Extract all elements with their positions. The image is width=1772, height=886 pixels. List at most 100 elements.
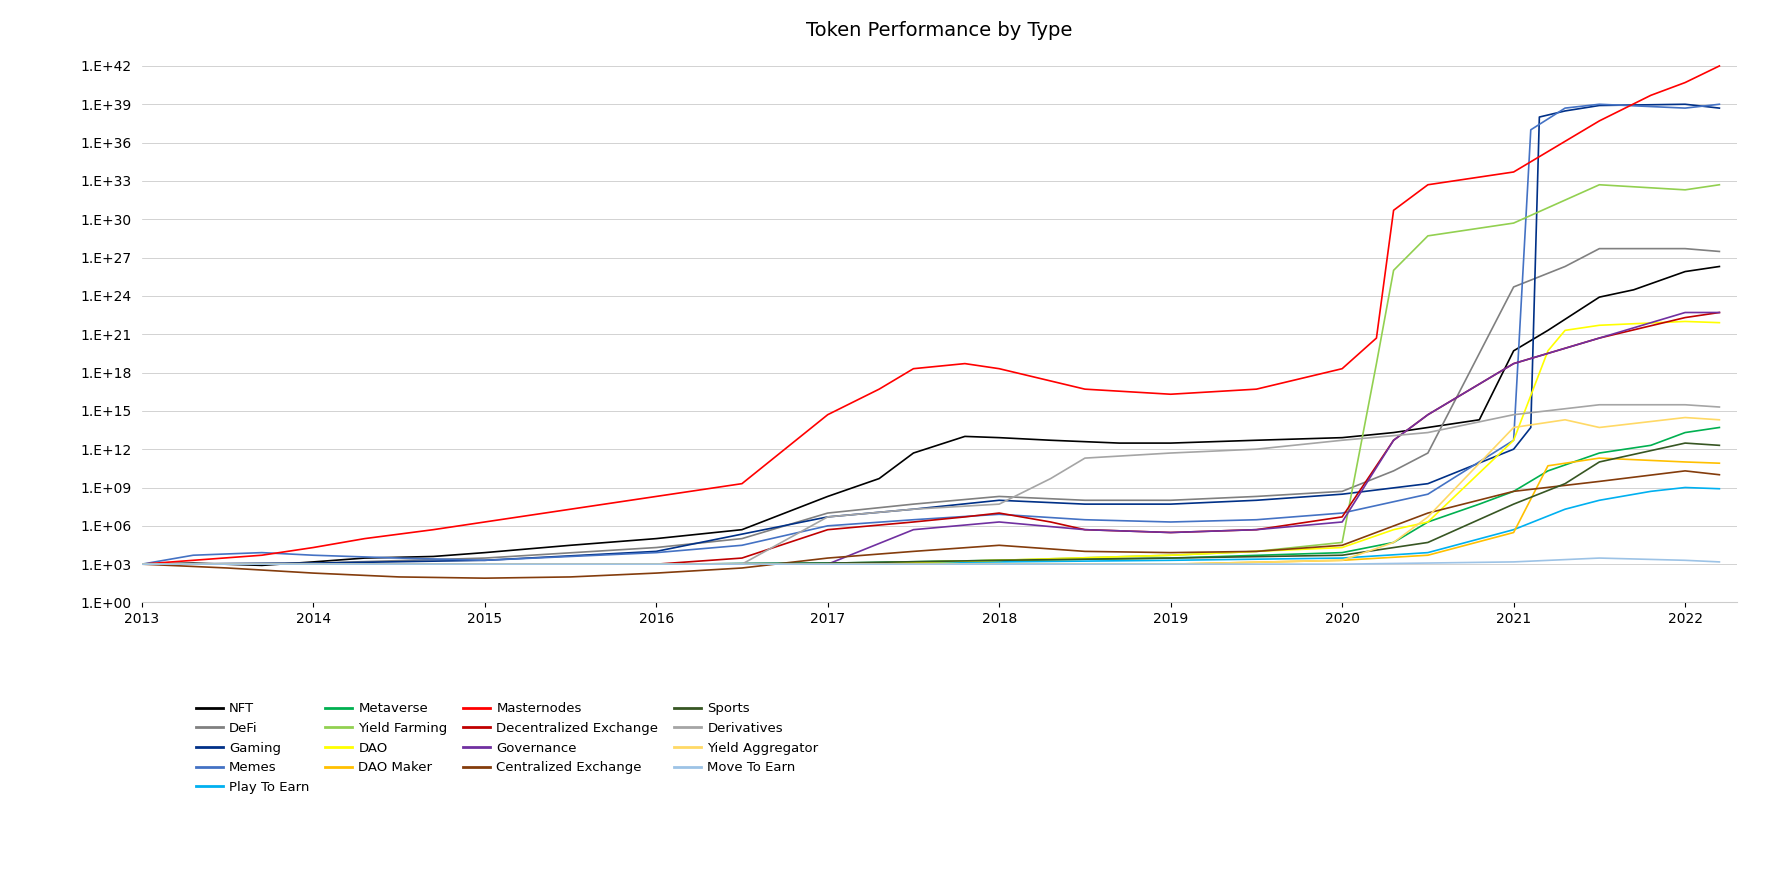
Memes	[1246, 515, 1267, 525]
Move To Earn	[1331, 559, 1352, 570]
NFT	[1382, 427, 1403, 438]
Memes	[1589, 99, 1611, 110]
Gaming	[1246, 495, 1267, 506]
NFT	[817, 491, 838, 501]
Memes	[732, 540, 753, 550]
Yield Aggregator	[1382, 537, 1403, 548]
Centralized Exchange	[131, 559, 152, 570]
Masternodes	[131, 559, 152, 570]
Gaming	[1418, 478, 1439, 489]
Metaverse	[1589, 447, 1611, 458]
Decentralized Exchange	[1589, 333, 1611, 344]
Sports	[817, 558, 838, 569]
NFT	[868, 473, 890, 484]
NFT	[1469, 415, 1490, 425]
Memes	[252, 548, 273, 558]
NFT	[183, 558, 204, 569]
Decentralized Exchange	[989, 508, 1010, 518]
Centralized Exchange	[475, 573, 496, 584]
Centralized Exchange	[1246, 546, 1267, 556]
Governance	[1331, 517, 1352, 527]
Metaverse	[1382, 537, 1403, 548]
DAO Maker	[1538, 461, 1559, 471]
Gaming	[1520, 422, 1542, 432]
NFT	[1246, 435, 1267, 446]
Yield Farming	[1246, 546, 1267, 556]
Memes	[1503, 435, 1524, 446]
Metaverse	[1331, 548, 1352, 558]
Metaverse	[1708, 422, 1729, 432]
Decentralized Exchange	[1161, 527, 1182, 538]
Metaverse	[989, 555, 1010, 565]
Gaming	[645, 546, 666, 556]
Sports	[1161, 553, 1182, 563]
DAO Maker	[1708, 458, 1729, 469]
Yield Farming	[1675, 184, 1696, 195]
Gaming	[1331, 489, 1352, 500]
Masternodes	[1589, 115, 1611, 126]
Masternodes	[817, 409, 838, 420]
Derivatives	[1246, 444, 1267, 455]
Centralized Exchange	[989, 540, 1010, 550]
Centralized Exchange	[303, 568, 324, 579]
Yield Aggregator	[1675, 412, 1696, 423]
Memes	[388, 553, 409, 563]
Gaming	[1503, 444, 1524, 455]
DeFi	[1331, 486, 1352, 497]
Decentralized Exchange	[131, 559, 152, 570]
Move To Earn	[1589, 553, 1611, 563]
Masternodes	[424, 525, 445, 535]
DeFi	[1708, 246, 1729, 257]
Line: Move To Earn: Move To Earn	[142, 558, 1719, 564]
Line: Decentralized Exchange: Decentralized Exchange	[142, 313, 1719, 564]
Governance	[1708, 307, 1729, 318]
Line: Memes: Memes	[142, 105, 1719, 564]
DeFi	[1589, 244, 1611, 254]
Line: DAO: DAO	[142, 322, 1719, 564]
Gaming	[1589, 100, 1611, 111]
Governance	[1246, 525, 1267, 535]
Governance	[1074, 525, 1095, 535]
Centralized Exchange	[1503, 486, 1524, 497]
DAO	[131, 559, 152, 570]
Yield Farming	[1418, 230, 1439, 241]
DAO	[1503, 435, 1524, 446]
Sports	[989, 555, 1010, 565]
DeFi	[131, 559, 152, 570]
Gaming	[1554, 105, 1575, 116]
Derivatives	[1331, 435, 1352, 446]
NFT	[354, 553, 376, 563]
Line: Gaming: Gaming	[142, 105, 1719, 564]
Memes	[560, 551, 581, 562]
Play To Earn	[1161, 555, 1182, 565]
Decentralized Exchange	[732, 553, 753, 563]
NFT	[475, 548, 496, 558]
Line: Play To Earn: Play To Earn	[142, 487, 1719, 564]
Centralized Exchange	[216, 563, 237, 573]
Sports	[1589, 456, 1611, 467]
DeFi	[645, 542, 666, 553]
Centralized Exchange	[732, 563, 753, 573]
Memes	[131, 559, 152, 570]
Centralized Exchange	[1418, 508, 1439, 518]
Governance	[902, 525, 923, 535]
Derivatives	[1503, 409, 1524, 420]
Masternodes	[183, 555, 204, 565]
Metaverse	[1641, 440, 1662, 451]
Move To Earn	[1675, 555, 1696, 565]
Sports	[131, 559, 152, 570]
DAO	[1675, 316, 1696, 327]
Memes	[303, 550, 324, 561]
Play To Earn	[1589, 495, 1611, 506]
Derivatives	[1040, 473, 1061, 484]
Decentralized Exchange	[1675, 312, 1696, 323]
Masternodes	[1382, 205, 1403, 215]
Line: Derivatives: Derivatives	[142, 405, 1719, 564]
Play To Earn	[1708, 484, 1729, 494]
DAO	[989, 555, 1010, 565]
Governance	[1382, 435, 1403, 446]
Memes	[1074, 515, 1095, 525]
Yield Farming	[131, 559, 152, 570]
Centralized Exchange	[645, 568, 666, 579]
Decentralized Exchange	[1040, 517, 1061, 527]
